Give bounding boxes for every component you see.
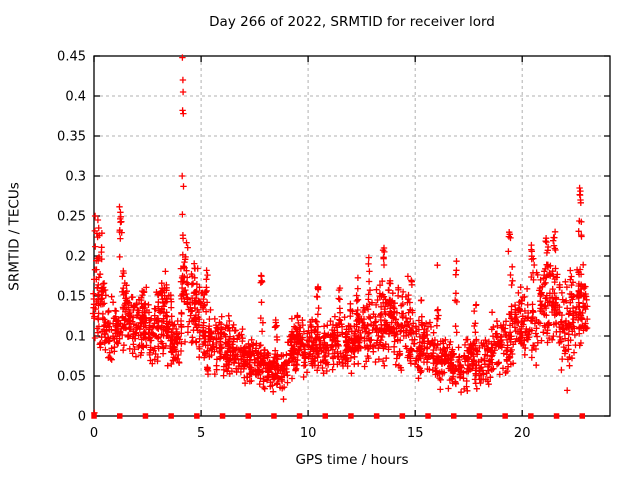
svg-text:0.1: 0.1 <box>65 330 86 345</box>
svg-text:20: 20 <box>514 426 531 441</box>
chart-title: Day 266 of 2022, SRMTID for receiver lor… <box>209 14 495 30</box>
scatter-series <box>89 54 591 416</box>
svg-text:0.05: 0.05 <box>57 370 86 385</box>
svg-text:0: 0 <box>90 426 98 441</box>
svg-text:0.4: 0.4 <box>65 90 86 105</box>
svg-text:0.3: 0.3 <box>65 170 86 185</box>
x-tick-labels: 0 5 10 15 20 <box>90 426 531 441</box>
svg-text:0.2: 0.2 <box>65 250 86 265</box>
svg-text:0.15: 0.15 <box>57 290 86 305</box>
svg-text:0.25: 0.25 <box>57 210 86 225</box>
svg-text:0.35: 0.35 <box>57 130 86 145</box>
x-axis-label: GPS time / hours <box>295 452 409 468</box>
svg-text:15: 15 <box>407 426 424 441</box>
svg-text:0.45: 0.45 <box>57 50 86 65</box>
svg-text:0: 0 <box>78 410 86 425</box>
y-tick-labels: 0 0.05 0.1 0.15 0.2 0.25 0.3 0.35 0.4 0.45 <box>57 50 86 425</box>
svg-text:10: 10 <box>300 426 317 441</box>
svg-text:5: 5 <box>197 426 205 441</box>
